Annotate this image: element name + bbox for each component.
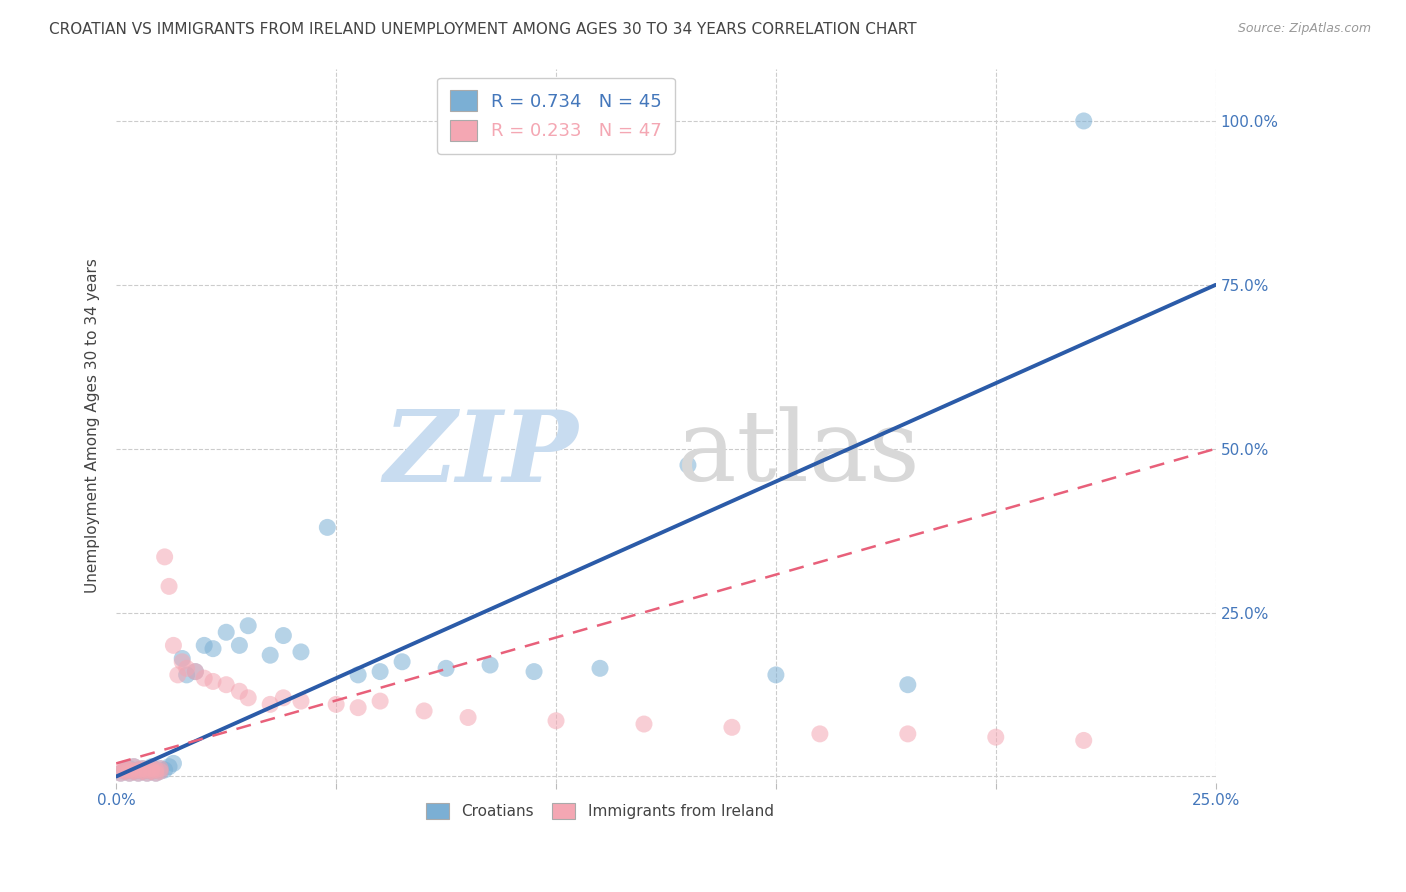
- Point: [114, 764, 136, 779]
- Point: [136, 766, 159, 780]
- Y-axis label: Unemployment Among Ages 30 to 34 years: Unemployment Among Ages 30 to 34 years: [86, 259, 100, 593]
- Text: atlas: atlas: [676, 407, 920, 502]
- Text: ZIP: ZIP: [382, 406, 578, 502]
- Point: [141, 764, 163, 779]
- Point: [290, 645, 312, 659]
- Point: [176, 668, 198, 682]
- Point: [127, 763, 149, 777]
- Point: [368, 665, 391, 679]
- Point: [157, 759, 180, 773]
- Point: [273, 690, 295, 705]
- Point: [149, 764, 172, 779]
- Point: [118, 766, 141, 780]
- Legend: Croatians, Immigrants from Ireland: Croatians, Immigrants from Ireland: [420, 797, 780, 825]
- Point: [202, 641, 225, 656]
- Point: [110, 763, 132, 777]
- Point: [434, 661, 457, 675]
- Point: [228, 684, 250, 698]
- Point: [145, 766, 167, 780]
- Point: [153, 549, 176, 564]
- Point: [110, 766, 132, 780]
- Point: [127, 763, 149, 777]
- Point: [122, 759, 145, 773]
- Point: [131, 764, 153, 779]
- Point: [457, 710, 479, 724]
- Point: [131, 762, 153, 776]
- Point: [589, 661, 612, 675]
- Point: [193, 671, 215, 685]
- Point: [145, 766, 167, 780]
- Point: [118, 766, 141, 780]
- Point: [808, 727, 831, 741]
- Point: [325, 698, 347, 712]
- Point: [765, 668, 787, 682]
- Point: [162, 639, 184, 653]
- Point: [479, 658, 502, 673]
- Point: [145, 763, 167, 777]
- Point: [131, 764, 153, 779]
- Point: [149, 762, 172, 776]
- Point: [122, 764, 145, 779]
- Point: [347, 668, 370, 682]
- Point: [897, 678, 920, 692]
- Point: [136, 766, 159, 780]
- Point: [162, 756, 184, 771]
- Point: [523, 665, 546, 679]
- Point: [141, 764, 163, 779]
- Text: Source: ZipAtlas.com: Source: ZipAtlas.com: [1237, 22, 1371, 36]
- Point: [157, 579, 180, 593]
- Point: [131, 762, 153, 776]
- Point: [259, 648, 281, 663]
- Point: [166, 668, 188, 682]
- Point: [127, 766, 149, 780]
- Point: [238, 618, 260, 632]
- Point: [633, 717, 655, 731]
- Point: [172, 655, 194, 669]
- Point: [110, 766, 132, 780]
- Point: [176, 661, 198, 675]
- Point: [215, 678, 238, 692]
- Point: [172, 651, 194, 665]
- Point: [184, 665, 207, 679]
- Point: [721, 720, 744, 734]
- Point: [136, 763, 159, 777]
- Point: [114, 764, 136, 779]
- Point: [145, 763, 167, 777]
- Point: [1073, 114, 1095, 128]
- Point: [290, 694, 312, 708]
- Point: [391, 655, 413, 669]
- Point: [122, 759, 145, 773]
- Point: [127, 766, 149, 780]
- Point: [141, 759, 163, 773]
- Point: [273, 628, 295, 642]
- Point: [544, 714, 567, 728]
- Point: [413, 704, 436, 718]
- Point: [984, 730, 1007, 744]
- Point: [259, 698, 281, 712]
- Point: [1073, 733, 1095, 747]
- Point: [118, 762, 141, 776]
- Point: [316, 520, 339, 534]
- Point: [114, 763, 136, 777]
- Point: [368, 694, 391, 708]
- Point: [136, 763, 159, 777]
- Point: [149, 764, 172, 779]
- Point: [202, 674, 225, 689]
- Point: [122, 764, 145, 779]
- Point: [897, 727, 920, 741]
- Point: [228, 639, 250, 653]
- Point: [238, 690, 260, 705]
- Point: [184, 665, 207, 679]
- Point: [676, 458, 699, 472]
- Point: [118, 763, 141, 777]
- Point: [153, 763, 176, 777]
- Point: [215, 625, 238, 640]
- Point: [149, 762, 172, 776]
- Point: [114, 762, 136, 776]
- Point: [193, 639, 215, 653]
- Text: CROATIAN VS IMMIGRANTS FROM IRELAND UNEMPLOYMENT AMONG AGES 30 TO 34 YEARS CORRE: CROATIAN VS IMMIGRANTS FROM IRELAND UNEM…: [49, 22, 917, 37]
- Point: [347, 700, 370, 714]
- Point: [141, 762, 163, 776]
